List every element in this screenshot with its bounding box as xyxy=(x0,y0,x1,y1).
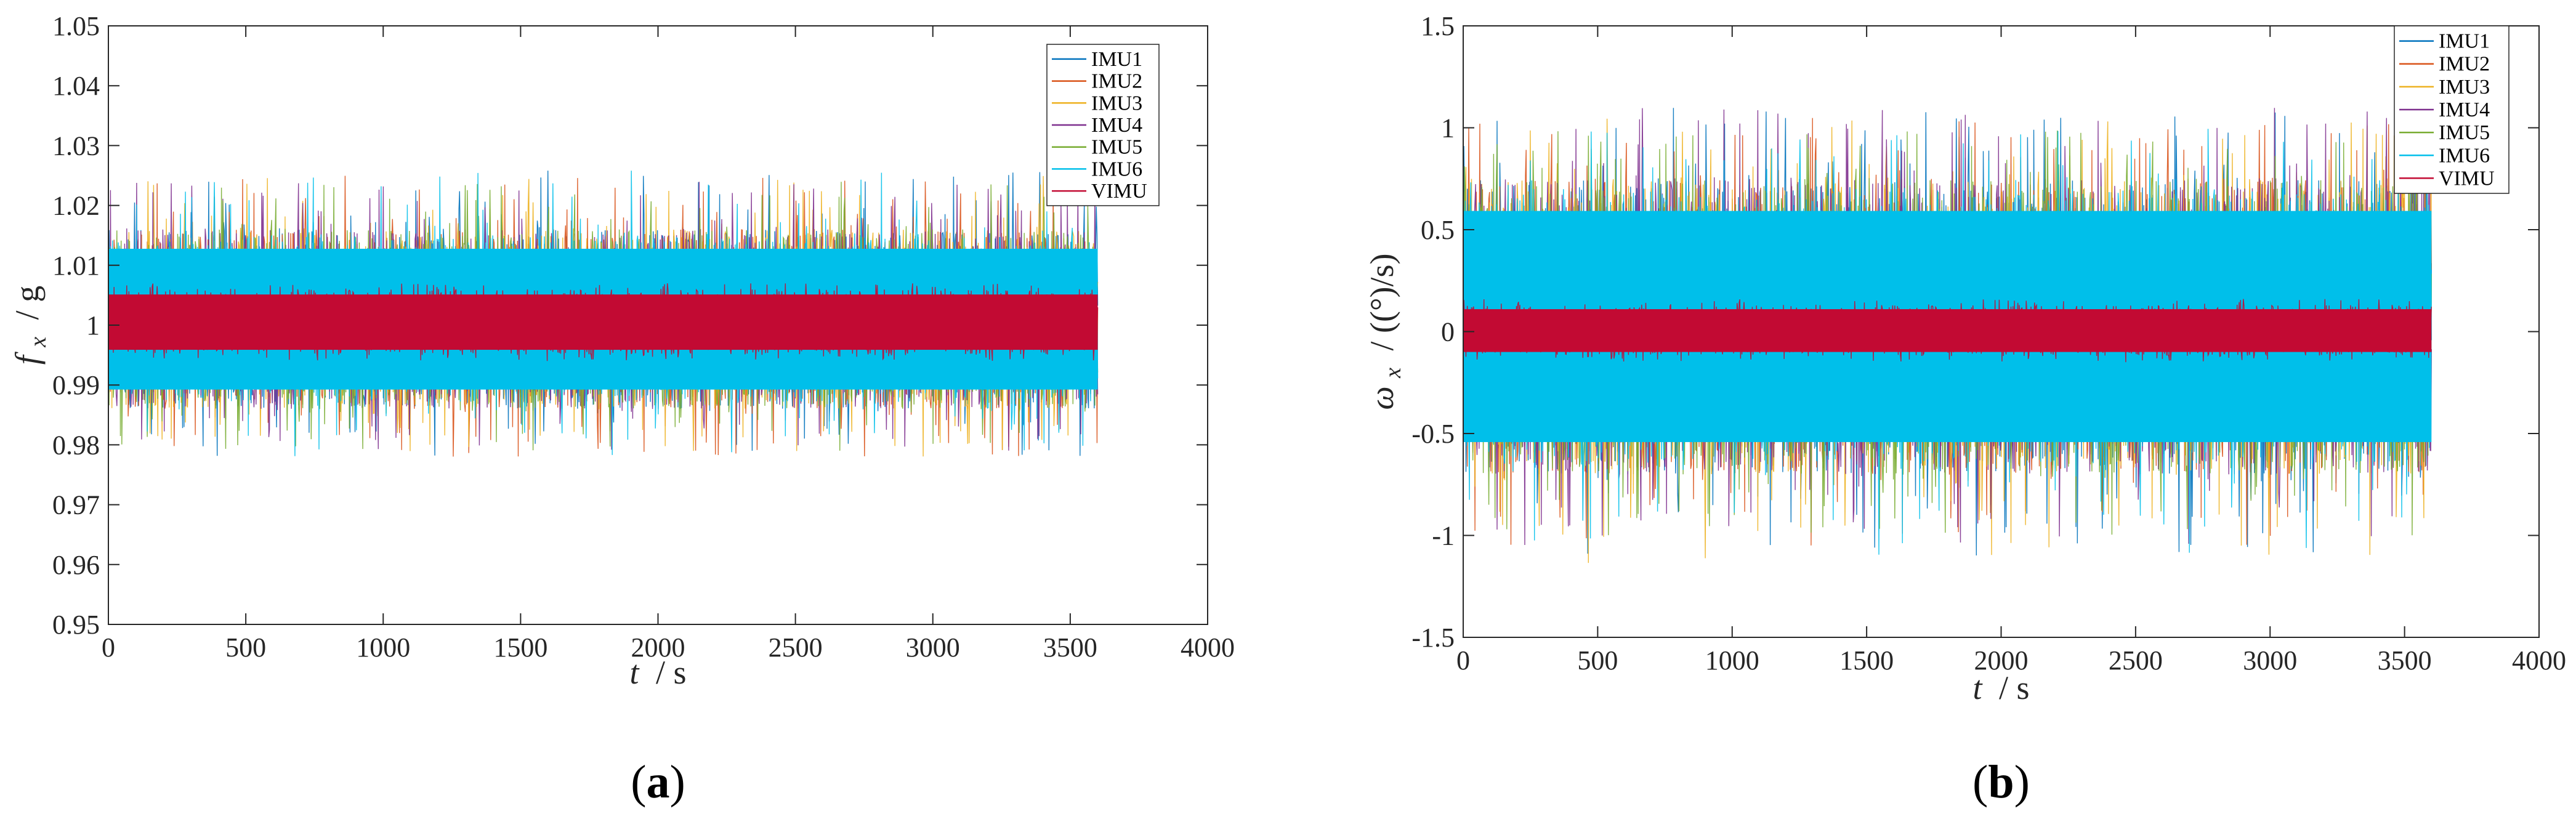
y-axis-label-var: f xyxy=(9,351,46,365)
legend-entry-imu3: IMU3 xyxy=(2439,76,2490,99)
y-tick-label: 1.02 xyxy=(52,191,100,221)
x-axis-label-a: t / s xyxy=(629,654,686,691)
x-tick-label: 3500 xyxy=(1043,632,1097,663)
legend-entry-imu4: IMU4 xyxy=(1091,114,1142,137)
y-tick-label: 1.01 xyxy=(52,251,100,281)
x-tick-label: 2000 xyxy=(631,632,685,663)
y-tick-label: 0.96 xyxy=(52,550,100,580)
y-tick-label: 1 xyxy=(86,310,100,341)
y-tick-label: 1.5 xyxy=(1421,11,1455,41)
legend-entry-imu3: IMU3 xyxy=(1091,92,1142,115)
y-tick-label: 1.03 xyxy=(52,131,100,161)
y-tick-label: 1 xyxy=(1441,113,1455,143)
chart-panel-a: 0 500 1000 1500 2000 2500 3000 3500 4000 0.95 0.96… xyxy=(9,11,1235,808)
x-tick-label: 3000 xyxy=(2243,645,2297,676)
legend-entry-vimu: VIMU xyxy=(1091,180,1147,203)
panel-label-b: (b) xyxy=(1972,756,2030,808)
x-tick-label: 500 xyxy=(225,632,266,663)
y-tick-label: 0.5 xyxy=(1421,215,1455,245)
y-axis-label-a: f x / g xyxy=(9,286,53,365)
x-tick-label: 4000 xyxy=(1181,632,1235,663)
y-axis-label-sub: x xyxy=(1380,368,1406,379)
x-tick-label: 2500 xyxy=(769,632,823,663)
series-band-vimu xyxy=(1463,309,2432,352)
legend-entry-imu6: IMU6 xyxy=(1091,158,1142,180)
panel-letter-b: b xyxy=(1988,756,2014,808)
x-tick-label: 1000 xyxy=(356,632,410,663)
y-tick-label: 1.04 xyxy=(52,71,100,101)
x-tick-label: 2500 xyxy=(2109,645,2163,676)
x-axis-label-b: t / s xyxy=(1972,669,2029,706)
ticks-b: 0 500 1000 1500 2000 2500 3000 3500 4000 -1.5 -1 -0… xyxy=(1411,11,2566,676)
x-tick-label: 3500 xyxy=(2378,645,2432,676)
x-axis-label-unit: / s xyxy=(1999,669,2030,706)
x-tick-label: 2000 xyxy=(1974,645,2029,676)
data-layer-b xyxy=(1463,108,2432,563)
x-tick-label: 1000 xyxy=(1705,645,1759,676)
x-tick-label: 1500 xyxy=(493,632,547,663)
x-axis-label-var: t xyxy=(1972,669,1983,706)
legend-entry-imu1: IMU1 xyxy=(2439,30,2490,53)
y-tick-label: 0 xyxy=(1441,317,1455,347)
legend-entry-imu1: IMU1 xyxy=(1091,48,1142,71)
series-band-vimu xyxy=(108,294,1098,350)
y-axis-label-unit: / g xyxy=(9,286,46,320)
legend-entry-imu5: IMU5 xyxy=(1091,136,1142,159)
panel-letter-a: a xyxy=(647,756,670,808)
legend-entry-imu2: IMU2 xyxy=(1091,70,1142,93)
y-tick-label: 0.95 xyxy=(52,610,100,640)
x-tick-label: 1500 xyxy=(1839,645,1894,676)
y-tick-label: 0.99 xyxy=(52,370,100,400)
x-axis-label-unit: / s xyxy=(656,654,687,691)
y-tick-label: -1 xyxy=(1432,521,1455,551)
x-tick-label: 3000 xyxy=(906,632,960,663)
y-tick-label: 1.05 xyxy=(52,11,100,41)
y-tick-label: -0.5 xyxy=(1411,419,1455,449)
y-tick-label: -1.5 xyxy=(1411,623,1455,653)
y-axis-label-var: ω xyxy=(1363,386,1400,409)
x-tick-label: 0 xyxy=(1456,645,1470,676)
y-tick-label: 0.98 xyxy=(52,430,100,460)
legend-entry-vimu: VIMU xyxy=(2439,167,2495,190)
x-tick-label: 500 xyxy=(1577,645,1618,676)
y-axis-label-unit: / ((°)/s) xyxy=(1363,253,1400,350)
ticks-a: 0 500 1000 1500 2000 2500 3000 3500 4000 0.95 0.96… xyxy=(52,11,1235,663)
x-tick-label: 4000 xyxy=(2512,645,2566,676)
y-tick-label: 0.97 xyxy=(52,490,100,520)
legend-entry-imu4: IMU4 xyxy=(2439,99,2490,121)
x-tick-label: 0 xyxy=(102,632,115,663)
y-axis-label-sub: x xyxy=(25,337,51,348)
legend-entry-imu6: IMU6 xyxy=(2439,144,2490,167)
y-axis-label-b: ω x / ((°)/s) xyxy=(1363,253,1408,409)
legend-entry-imu2: IMU2 xyxy=(2439,53,2490,76)
chart-panel-b: 0 500 1000 1500 2000 2500 3000 3500 4000 -1.5 -1 -0… xyxy=(1363,11,2566,808)
legend-entry-imu5: IMU5 xyxy=(2439,121,2490,144)
x-axis-label-var: t xyxy=(629,654,640,691)
panel-label-a: (a) xyxy=(631,756,685,808)
data-layer-a xyxy=(108,171,1099,457)
